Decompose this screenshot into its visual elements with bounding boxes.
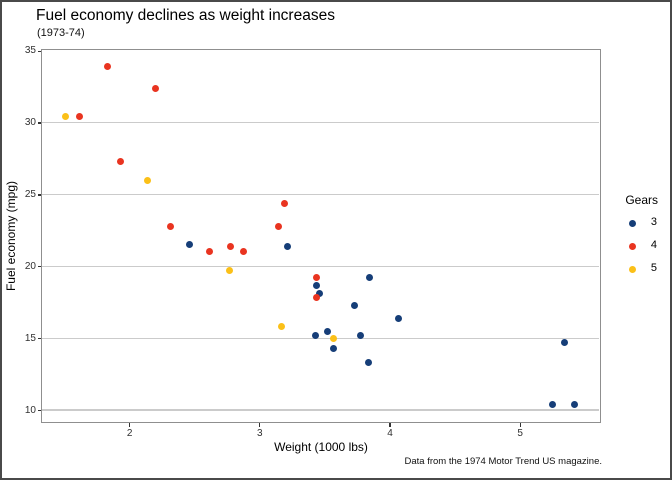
legend-key-dot [629,220,636,227]
x-axis-tick [519,423,521,427]
gridline-y [42,121,599,124]
data-point [365,359,373,367]
x-axis-tick [389,423,391,427]
gridline-y [42,409,599,411]
y-axis-title: Fuel economy (mpg) [4,180,18,292]
data-point [227,242,235,250]
legend-key-dot [629,243,636,250]
data-point [225,267,233,275]
y-tick-label: 10 [24,404,36,416]
plot-subtitle: (1973-74) [37,27,85,39]
data-point [571,400,579,408]
data-point [104,63,112,71]
data-point [313,281,321,289]
legend: Gears 3 4 5 [605,188,667,288]
y-axis-tick [37,194,41,196]
data-point [313,294,321,302]
gridline-y [42,193,599,196]
legend-entry: 3 [605,212,667,235]
data-point [75,113,83,121]
plot-panel [41,49,601,423]
data-point [548,400,556,408]
y-tick-label: 30 [24,117,36,129]
x-tick-label: 3 [257,427,263,439]
data-point [62,113,70,121]
data-point [167,222,175,230]
data-point [206,248,214,256]
data-point [275,222,283,230]
x-axis-title: Weight (1000 lbs) [274,440,368,454]
data-point [561,339,568,347]
plot-caption: Data from the 1974 Motor Trend US magazi… [404,456,603,467]
legend-key-dot [629,266,636,273]
data-point [350,301,358,309]
y-axis-tick [37,409,41,412]
y-axis-tick [37,338,41,340]
x-tick-label: 4 [387,427,393,439]
x-axis-tick [129,423,131,427]
data-point [323,327,331,335]
gridline-y [42,265,599,268]
y-tick-label: 25 [24,188,36,200]
legend-title: Gears [625,193,658,207]
y-tick-label: 35 [24,45,36,57]
data-point [283,242,291,250]
data-point [395,314,403,322]
gridline-y [42,337,599,339]
data-point [277,323,285,331]
data-point [280,199,288,207]
legend-entry-label: 5 [650,262,657,274]
y-axis-tick [37,122,41,124]
data-point [186,241,194,249]
y-axis-tick [37,50,41,52]
legend-entry: 5 [605,258,667,281]
y-tick-label: 15 [24,332,36,344]
data-point [312,331,320,339]
x-tick-label: 5 [517,427,523,439]
legend-entry: 4 [605,235,667,258]
data-point [117,157,125,165]
x-tick-label: 2 [126,427,133,439]
data-point [151,84,159,92]
data-point [357,331,365,339]
data-point [330,344,337,352]
legend-entry-label: 4 [650,239,657,251]
data-point [313,274,321,282]
y-tick-label: 20 [24,260,36,272]
data-point [330,334,337,342]
x-axis-tick [259,423,261,427]
data-point [239,248,247,256]
y-axis-tick [37,266,41,268]
data-point [365,274,373,282]
legend-entry-label: 3 [650,216,657,228]
data-point [143,176,151,184]
plot-title: Fuel economy declines as weight increase… [36,7,335,24]
data-point [315,290,323,298]
